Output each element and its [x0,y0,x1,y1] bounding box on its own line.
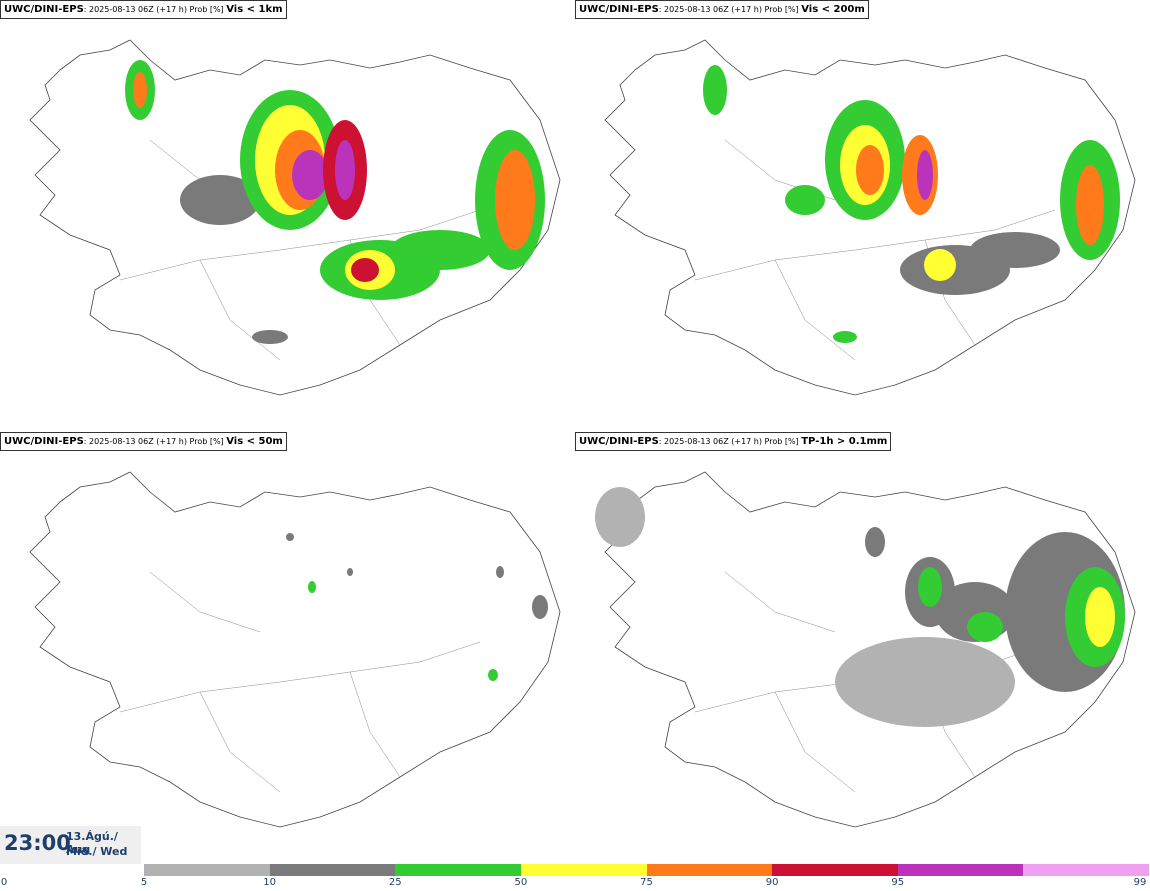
legend-swatch [144,864,270,876]
valid-time-clock: 23:00 [4,831,71,855]
prob-field [917,150,933,200]
prob-field [924,249,956,281]
prob-field [1085,587,1115,647]
panel-title: UWC/DINI-EPS: 2025-08-13 06Z (+17 h) Pro… [0,0,287,19]
map-panel-vis-200m: UWC/DINI-EPS: 2025-08-13 06Z (+17 h) Pro… [575,0,1150,430]
legend-tick-label: 10 [263,877,276,888]
prob-field [488,669,498,681]
legend-tick-label: 75 [640,877,653,888]
prob-field [335,140,355,200]
prob-field [865,527,885,557]
prob-field [1076,165,1104,245]
legend-swatch [1023,864,1149,876]
iceland-map [29,471,561,828]
prob-field [833,331,857,343]
prob-field [133,72,147,108]
prob-field [785,185,825,215]
prob-field [918,567,942,607]
coastline [604,471,1136,828]
prob-field [970,232,1060,268]
prob-field [495,150,535,250]
panel-title: UWC/DINI-EPS: 2025-08-13 06Z (+17 h) Pro… [0,432,287,451]
valid-time-box: 23:00 13.Ágú./ Aug Mið./ Wed [0,826,141,864]
legend-swatch [646,864,773,876]
probability-legend [144,864,1149,876]
prob-field [180,175,260,225]
prob-field [835,637,1015,727]
prob-field [292,150,328,200]
road-network [694,139,1056,361]
prob-field [286,533,294,541]
prob-field [351,258,379,282]
legend-tick-label: 90 [765,877,779,888]
legend-tick-label: 25 [388,877,402,888]
prob-field [703,65,727,115]
legend-tick-label: 50 [514,877,528,888]
map-panel-vis-50m: UWC/DINI-EPS: 2025-08-13 06Z (+17 h) Pro… [0,432,575,862]
prob-field [347,568,353,576]
legend-tick-label: 5 [140,877,148,888]
panel-title: UWC/DINI-EPS: 2025-08-13 06Z (+17 h) Pro… [575,0,869,19]
iceland-map [595,471,1136,828]
iceland-map [604,39,1136,396]
iceland-map [29,39,561,396]
coastline [29,39,561,396]
legend-swatch [897,864,1024,876]
map-panel-vis-1km: UWC/DINI-EPS: 2025-08-13 06Z (+17 h) Pro… [0,0,575,430]
legend-tick-label: 95 [891,877,905,888]
prob-field [496,566,504,578]
legend-swatch [269,864,396,876]
legend-tick-label: 99 [1133,877,1147,888]
prob-field [252,330,288,344]
legend-swatch [520,864,647,876]
valid-weekday: Mið./ Wed [66,845,128,858]
prob-field [532,595,548,619]
prob-field [390,230,490,270]
valid-date: 13.Ágú./ Aug [66,830,118,856]
prob-field [595,487,645,547]
legend-tick-label: 0 [0,877,8,888]
legend-swatch [395,864,521,876]
map-panel-precip: UWC/DINI-EPS: 2025-08-13 06Z (+17 h) Pro… [575,432,1150,862]
panel-title: UWC/DINI-EPS: 2025-08-13 06Z (+17 h) Pro… [575,432,892,451]
road-network [119,571,481,793]
prob-field [308,581,316,593]
prob-field [967,612,1003,642]
road-network [119,139,481,361]
coastline [29,471,561,828]
prob-field [856,145,884,195]
legend-swatch [772,864,898,876]
coastline [604,39,1136,396]
